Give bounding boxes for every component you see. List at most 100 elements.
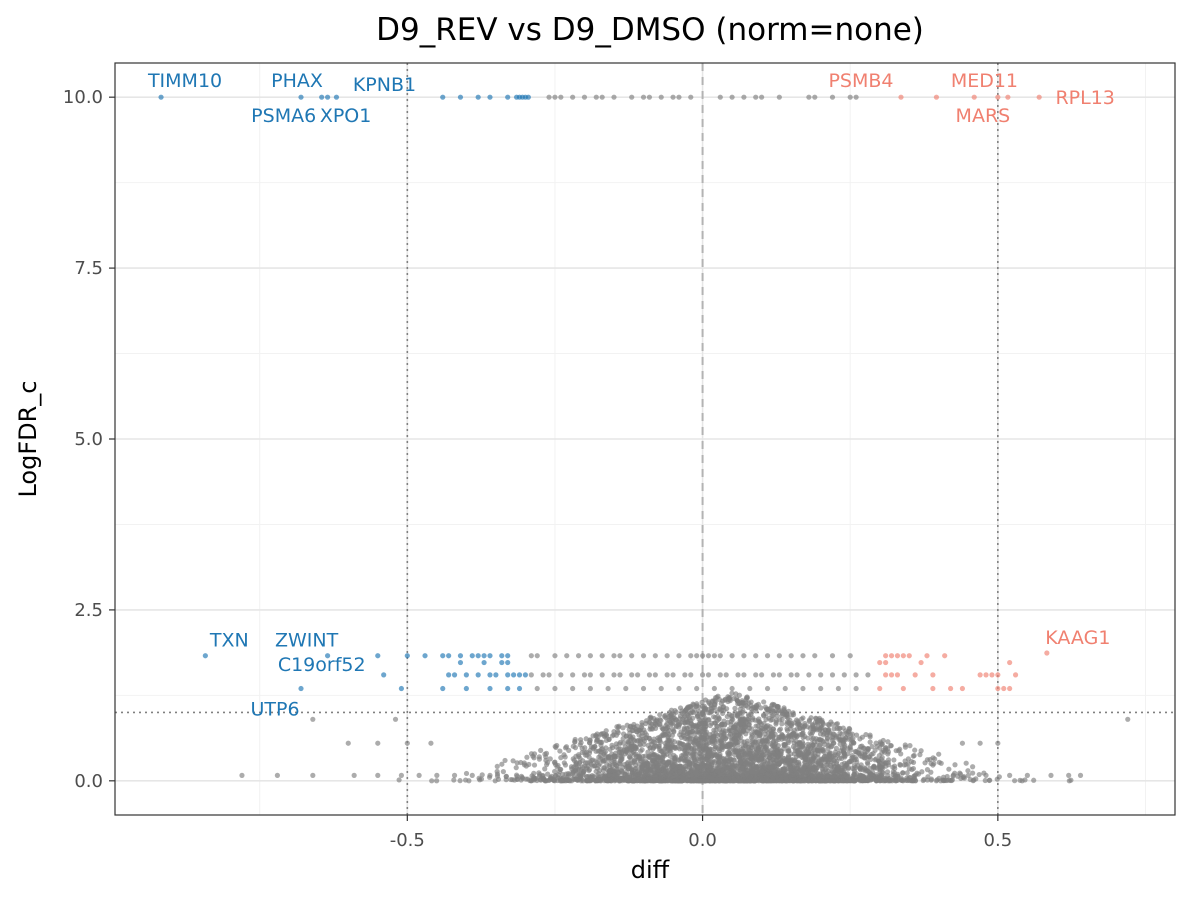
cloud-point <box>545 771 551 777</box>
data-point-down <box>440 94 446 100</box>
cloud-point <box>639 733 645 739</box>
cloud-point <box>805 735 811 741</box>
cloud-point <box>499 761 505 767</box>
cloud-point <box>912 747 918 753</box>
cloud-point <box>639 720 645 726</box>
cloud-point <box>578 740 584 746</box>
cloud-point <box>786 748 792 754</box>
y-tick-label: 2.5 <box>74 600 103 621</box>
cloud-point <box>558 778 564 784</box>
cloud-point <box>609 742 615 748</box>
cloud-point <box>742 748 748 754</box>
cloud-point <box>902 744 909 750</box>
data-point-neutral <box>611 672 617 678</box>
cloud-point <box>906 766 912 772</box>
cloud-point <box>769 701 776 708</box>
cloud-point <box>611 729 617 735</box>
cloud-point <box>866 754 872 760</box>
cloud-point <box>670 763 676 769</box>
cloud-point <box>718 700 724 707</box>
data-point-up <box>918 659 924 666</box>
data-point-neutral <box>664 653 670 659</box>
gene-label-c19orf52: C19orf52 <box>278 654 366 676</box>
cloud-point <box>556 769 562 775</box>
cloud-point <box>536 756 543 762</box>
cloud-point <box>693 772 700 778</box>
cloud-point <box>864 759 871 766</box>
cloud-point <box>557 748 563 754</box>
cloud-point <box>721 718 727 724</box>
cloud-point <box>653 754 659 761</box>
cloud-point <box>814 747 820 753</box>
data-point-down <box>505 653 511 659</box>
data-point-neutral <box>818 672 824 678</box>
data-point-neutral <box>239 772 245 778</box>
data-point-neutral <box>558 672 564 678</box>
data-point-up <box>959 685 966 692</box>
cloud-point <box>606 736 612 742</box>
cloud-point <box>750 705 756 711</box>
cloud-point <box>625 759 631 766</box>
cloud-point <box>536 770 542 776</box>
cloud-point <box>807 745 814 752</box>
data-point-down <box>481 653 487 659</box>
cloud-point <box>572 739 578 745</box>
cloud-point <box>607 746 613 752</box>
cloud-point <box>513 765 519 771</box>
cloud-point <box>593 748 599 754</box>
cloud-point <box>586 754 592 760</box>
cloud-point <box>809 773 815 779</box>
cloud-point <box>541 776 547 782</box>
cloud-point <box>615 766 621 772</box>
data-point-neutral <box>747 685 753 692</box>
cloud-point <box>613 741 620 747</box>
cloud-point <box>841 771 848 777</box>
cloud-point <box>730 764 736 771</box>
cloud-point <box>763 716 769 722</box>
cloud-point <box>859 778 866 784</box>
data-point-neutral <box>587 685 593 692</box>
data-point-neutral <box>776 653 782 659</box>
cloud-point <box>963 760 969 766</box>
data-point-neutral <box>688 672 694 678</box>
cloud-point <box>563 776 569 783</box>
cloud-point <box>562 762 569 768</box>
reference-lines <box>115 63 1175 815</box>
cloud-point <box>733 721 739 727</box>
gene-label-kaag1: KAAG1 <box>1045 627 1110 649</box>
cloud-point <box>627 765 633 771</box>
gene-label-psma6: PSMA6 <box>251 105 316 127</box>
cloud-point <box>650 746 656 752</box>
cloud-point <box>598 739 604 746</box>
cloud-point <box>803 748 809 755</box>
data-point-up <box>894 653 901 659</box>
cloud-point <box>772 763 778 769</box>
data-point-neutral <box>818 685 824 692</box>
cloud-point <box>925 774 931 780</box>
cloud-point <box>774 713 780 719</box>
cloud-point <box>544 760 551 766</box>
cloud-point <box>620 725 626 731</box>
data-point-neutral <box>694 653 700 659</box>
cloud-point <box>600 758 606 764</box>
cloud-point <box>672 755 678 761</box>
data-point-down <box>457 659 464 666</box>
data-point-down <box>505 94 511 100</box>
cloud-point <box>976 771 982 778</box>
cloud-point <box>652 777 658 783</box>
data-point-down <box>469 653 475 659</box>
cloud-point <box>792 745 798 751</box>
cloud-point <box>677 705 684 711</box>
data-point-neutral <box>1007 772 1013 778</box>
data-point-neutral <box>629 672 635 678</box>
cloud-point <box>633 744 639 750</box>
labeled-point <box>898 94 904 100</box>
cloud-point <box>573 760 579 766</box>
axes: -0.5 0.0 0.5 0.0 2.5 5.0 7.5 10.0 <box>63 87 1012 851</box>
data-point-neutral <box>853 685 859 692</box>
data-point-up <box>995 685 1001 692</box>
data-point-neutral <box>469 772 475 778</box>
cloud-point <box>854 749 860 755</box>
cloud-point <box>717 751 723 758</box>
cloud-point <box>630 727 636 734</box>
